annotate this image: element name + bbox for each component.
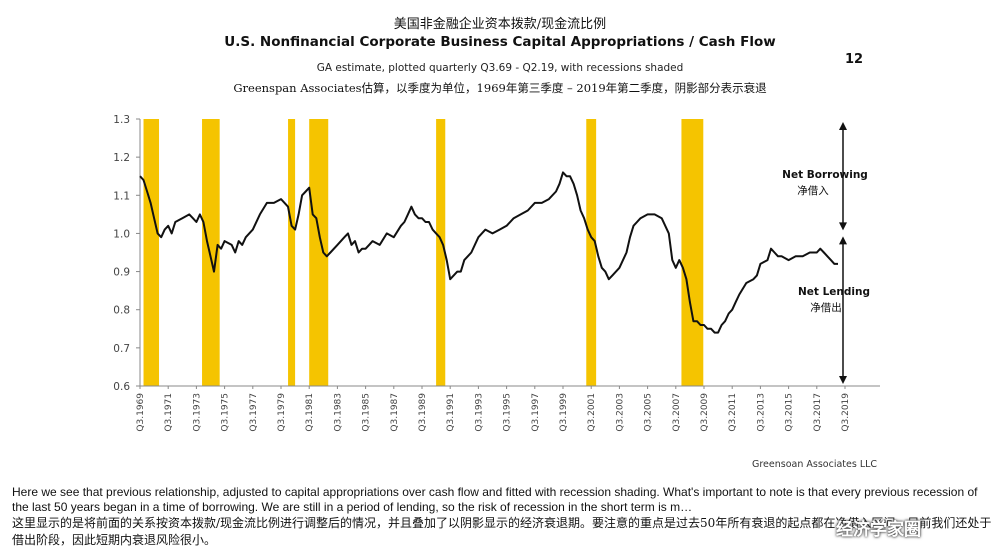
recession-bar [309, 119, 329, 386]
y-tick-label: 1.0 [113, 228, 130, 240]
y-tick-label: 1.1 [113, 190, 130, 202]
net-lending-label: Net Lending [798, 286, 870, 298]
x-tick-label: Q3.1993 [474, 393, 484, 432]
y-tick-label: 0.8 [113, 305, 130, 317]
x-tick-label: Q3.2009 [700, 393, 710, 432]
net-lending-label-cn: 净借出 [810, 301, 842, 314]
y-tick-label: 1.2 [113, 152, 130, 164]
axis-layer: 0.6 0.7 0.8 0.9 1.0 1.1 1.2 1.3 Q3.1969 Q3.1971 Q3… [113, 114, 880, 432]
x-tick-label: Q3.2015 [785, 393, 795, 432]
x-tick-label: Q3.2005 [644, 393, 654, 432]
x-tick-label: Q3.1979 [277, 393, 287, 432]
x-tick-label: Q3.1991 [446, 393, 456, 432]
x-tick-label: Q3.2019 [841, 393, 851, 432]
x-tick-label: Q3.1975 [221, 393, 231, 432]
x-tick-label: Q3.2013 [756, 393, 766, 432]
x-tick-label: Q3.1973 [192, 393, 202, 432]
net-borrowing-arrow-head-down [839, 222, 847, 231]
x-tick-label: Q3.1983 [333, 393, 343, 432]
y-tick-label: 0.9 [113, 267, 130, 279]
chart-title-cn: 美国非金融企业资本拨款/现金流比例 [393, 17, 607, 32]
note-english: Here we see that previous relationship, … [12, 485, 978, 514]
chart-subtitle-en: GA estimate, plotted quarterly Q3.69 - Q… [316, 62, 684, 74]
net-borrowing-arrow-head-up [839, 122, 847, 130]
x-tick-label: Q3.1971 [164, 393, 174, 432]
source-credit: Greensoan Associates LLC [752, 459, 878, 470]
series-layer [139, 171, 838, 334]
x-tick-label: Q3.1989 [418, 393, 428, 432]
x-tick-label: Q3.1981 [305, 393, 315, 432]
recession-bar [436, 119, 446, 386]
x-tick-label: Q3.1969 [136, 393, 146, 432]
recession-layer [143, 119, 704, 386]
x-tick-label: Q3.2001 [587, 393, 597, 432]
net-lending-arrow-head-up [839, 236, 847, 245]
note-chinese: 这里显示的是将前面的关系按资本拨款/现金流比例进行调整后的情况，并且叠加了以阴影… [12, 516, 992, 547]
recession-bar [202, 119, 220, 386]
x-tick-label: Q3.1999 [559, 393, 569, 432]
x-tick-label: Q3.2007 [672, 393, 682, 432]
net-borrowing-label-cn: 净借入 [797, 184, 829, 197]
x-tick-label: Q3.1997 [531, 393, 541, 432]
watermark: 经济学家圈 [836, 520, 921, 540]
y-tick-label: 1.3 [113, 114, 130, 126]
y-tick-label: 0.6 [113, 381, 130, 393]
chart-title-en: U.S. Nonfinancial Corporate Business Cap… [224, 34, 776, 50]
y-tick-label: 0.7 [113, 343, 130, 355]
annotation-layer: Net Borrowing 净借入 Net Lending 净借出 [782, 122, 870, 384]
x-tick-label: Q3.2003 [615, 393, 625, 432]
slide-number: 12 [845, 52, 864, 67]
net-lending-arrow-head-down [839, 376, 847, 384]
recession-bar [681, 119, 704, 386]
recession-bar [586, 119, 597, 386]
recession-bar [143, 119, 160, 386]
net-borrowing-label: Net Borrowing [782, 169, 868, 181]
chart-svg: 0.6 0.7 0.8 0.9 1.0 1.1 1.2 1.3 Q3.1969 Q3.1971 Q3… [113, 114, 880, 432]
recession-bar [288, 119, 296, 386]
x-tick-label: Q3.2011 [728, 393, 738, 432]
x-tick-label: Q3.1995 [503, 393, 513, 432]
x-tick-label: Q3.1987 [390, 393, 400, 432]
chart-subtitle-cn: Greenspan Associates估算，以季度为单位，1969年第三季度 … [233, 81, 767, 95]
x-tick-label: Q3.1977 [249, 393, 259, 432]
x-tick-label: Q3.1985 [362, 393, 372, 432]
x-tick-label: Q3.2017 [813, 393, 823, 432]
series-line [139, 171, 838, 334]
